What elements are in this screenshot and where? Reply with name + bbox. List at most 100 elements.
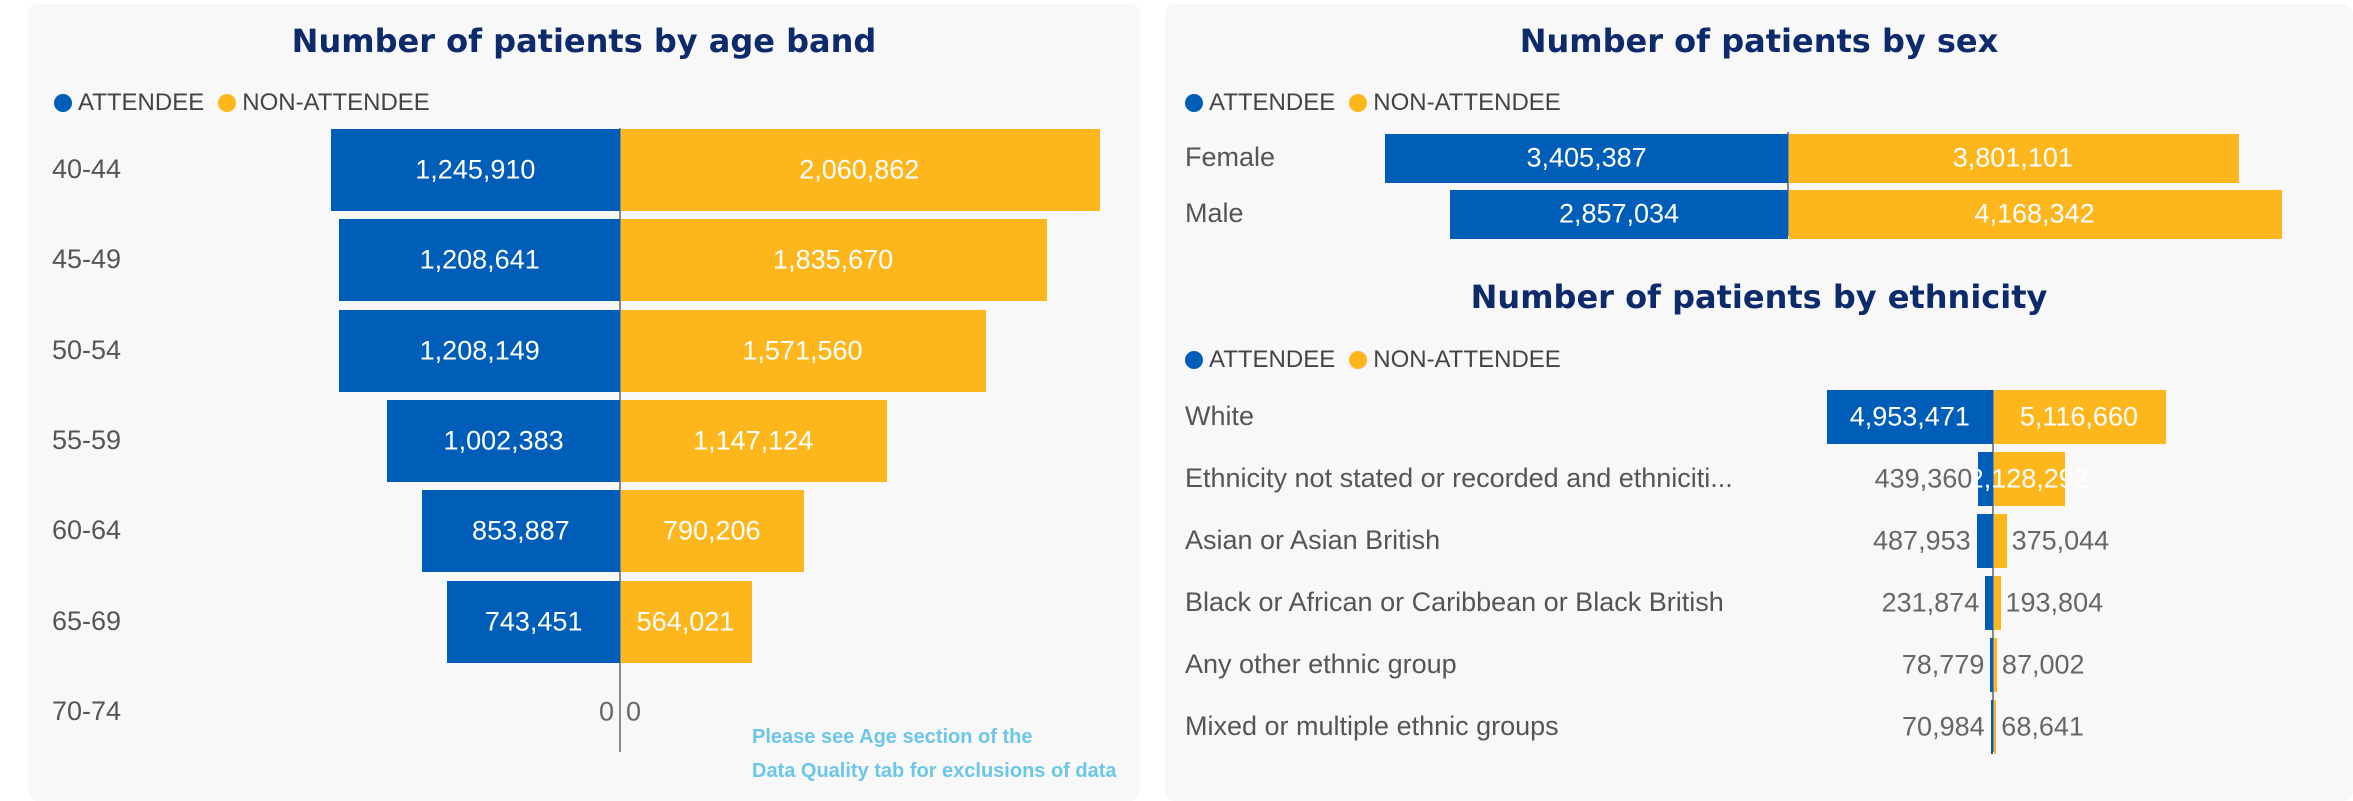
ethnicity-category-label: Black or African or Caribbean or Black B… bbox=[1185, 587, 1724, 617]
sex-bar-non-attendee bbox=[1789, 189, 2283, 239]
age-data-label-non-attendee: 1,571,560 bbox=[742, 335, 863, 366]
legend-attendee-label: ATTENDEE bbox=[1209, 346, 1336, 373]
age-data-label-non-attendee: 1,147,124 bbox=[693, 425, 814, 456]
age-data-label-attendee: 0 bbox=[598, 696, 614, 727]
legend-attendee-label: ATTENDEE bbox=[1209, 89, 1336, 116]
ethnicity-bar-non-attendee bbox=[1994, 700, 1997, 754]
ethnicity-category-label: Any other ethnic group bbox=[1185, 649, 1457, 679]
ethnicity-category-label: Asian or Asian British bbox=[1185, 525, 1441, 555]
legend-attendee[interactable]: ATTENDEE bbox=[1185, 346, 1335, 374]
age-category-label: 45-49 bbox=[52, 244, 122, 275]
attendee-dot-icon bbox=[54, 94, 72, 112]
sex-data-label-attendee: 2,857,034 bbox=[1558, 198, 1680, 229]
ethnicity-bar-attendee bbox=[1976, 514, 1993, 568]
age-bar-non-attendee bbox=[621, 399, 888, 482]
ethnicity-data-label-non-attendee: 193,804 bbox=[2005, 587, 2104, 618]
data-quality-note: Please see Age section of the Data Quali… bbox=[752, 720, 1117, 788]
age-bar-attendee bbox=[421, 490, 620, 573]
ethnicity-bar-non-attendee bbox=[1994, 390, 2166, 444]
ethnicity-data-label-non-attendee: 375,044 bbox=[2011, 525, 2110, 556]
sex-data-label-non-attendee: 3,801,101 bbox=[1952, 142, 2073, 173]
age-chart-title: Number of patients by age band bbox=[291, 22, 877, 60]
ethnicity-data-label-attendee: 487,953 bbox=[1873, 525, 1971, 556]
age-data-label-attendee: 1,208,149 bbox=[419, 335, 540, 366]
sex-legend: ATTENDEE NON-ATTENDEE bbox=[1185, 89, 1575, 117]
age-category-label: 60-64 bbox=[52, 515, 122, 546]
age-data-label-non-attendee: 564,021 bbox=[636, 606, 735, 636]
data-quality-note-line-1: Please see Age section of the bbox=[752, 726, 1033, 748]
age-category-label: 65-69 bbox=[52, 605, 122, 636]
age-data-label-non-attendee: 1,835,670 bbox=[773, 244, 894, 275]
age-bar-non-attendee bbox=[621, 309, 986, 392]
ethnicity-data-label-attendee: 4,953,471 bbox=[1849, 401, 1970, 432]
age-category-label: 40-44 bbox=[52, 154, 122, 184]
ethnicity-data-label-non-attendee: 5,116,660 bbox=[2019, 401, 2138, 432]
age-data-label-attendee: 743,451 bbox=[484, 606, 583, 636]
age-data-label-attendee: 1,002,383 bbox=[443, 425, 564, 456]
sex-bar-attendee bbox=[1385, 133, 1788, 183]
age-bar-attendee bbox=[447, 580, 620, 663]
age-legend: ATTENDEE NON-ATTENDEE bbox=[54, 89, 444, 117]
age-category-label: 50-54 bbox=[52, 334, 122, 365]
ethnicity-data-label-non-attendee: 2,128,292 bbox=[1968, 463, 2089, 494]
ethnicity-bar-non-attendee bbox=[1994, 514, 2007, 568]
age-bar-non-attendee bbox=[621, 219, 1048, 302]
legend-non-attendee-label: NON-ATTENDEE bbox=[1373, 346, 1561, 373]
sex-data-label-attendee: 3,405,387 bbox=[1526, 142, 1647, 173]
age-center-axis bbox=[619, 128, 621, 752]
age-data-label-attendee: 1,208,641 bbox=[419, 244, 540, 275]
age-bar-non-attendee bbox=[621, 580, 752, 663]
ethnicity-data-label-attendee: 231,874 bbox=[1881, 587, 1980, 618]
ethnicity-category-label: Mixed or multiple ethnic groups bbox=[1185, 711, 1559, 741]
sex-center-axis bbox=[1787, 132, 1789, 236]
age-data-label-attendee: 853,887 bbox=[472, 515, 570, 546]
age-bar-non-attendee bbox=[621, 490, 805, 573]
ethnicity-chart-title: Number of patients by ethnicity bbox=[1470, 278, 2048, 316]
ethnicity-data-label-attendee: 78,779 bbox=[1901, 649, 1985, 680]
age-category-label: 70-74 bbox=[52, 695, 122, 726]
ethnicity-center-axis bbox=[1992, 390, 1994, 752]
non-attendee-dot-icon bbox=[1349, 351, 1368, 369]
age-data-label-non-attendee: 790,206 bbox=[662, 515, 761, 546]
age-bar-attendee bbox=[339, 309, 620, 392]
age-data-label-non-attendee: 0 bbox=[626, 696, 642, 727]
ethnicity-category-label: Ethnicity not stated or recorded and eth… bbox=[1185, 463, 1733, 493]
attendee-dot-icon bbox=[1185, 94, 1203, 112]
ethnicity-data-label-attendee: 439,360 bbox=[1874, 463, 1973, 494]
ethnicity-data-label-non-attendee: 87,002 bbox=[2001, 649, 2085, 680]
age-bar-non-attendee bbox=[621, 129, 1100, 211]
sex-category-label: Male bbox=[1185, 198, 1244, 228]
sex-data-label-non-attendee: 4,168,342 bbox=[1974, 198, 2095, 229]
non-attendee-dot-icon bbox=[218, 94, 237, 112]
age-bar-attendee bbox=[387, 399, 620, 482]
ethnicity-data-label-attendee: 70,984 bbox=[1902, 711, 1985, 742]
sex-category-label: Female bbox=[1185, 142, 1276, 172]
legend-attendee[interactable]: ATTENDEE bbox=[54, 89, 204, 117]
age-data-label-non-attendee: 2,060,862 bbox=[799, 154, 920, 185]
legend-non-attendee[interactable]: NON-ATTENDEE bbox=[218, 89, 430, 117]
age-bar-attendee bbox=[339, 219, 620, 302]
ethnicity-category-label: White bbox=[1185, 401, 1255, 431]
legend-non-attendee-label: NON-ATTENDEE bbox=[242, 89, 430, 116]
legend-attendee[interactable]: ATTENDEE bbox=[1185, 89, 1335, 117]
sex-bar-attendee bbox=[1450, 189, 1788, 239]
sex-bar-non-attendee bbox=[1789, 133, 2239, 183]
ethnicity-data-label-non-attendee: 68,641 bbox=[2001, 711, 2084, 742]
sex-ethnicity-chart-panel bbox=[1165, 4, 2353, 801]
age-data-label-attendee: 1,245,910 bbox=[415, 154, 536, 185]
legend-non-attendee-label: NON-ATTENDEE bbox=[1373, 89, 1561, 116]
non-attendee-dot-icon bbox=[1349, 94, 1368, 112]
ethnicity-bar-attendee bbox=[1985, 576, 1993, 630]
age-category-label: 55-59 bbox=[52, 424, 122, 455]
age-bar-attendee bbox=[330, 129, 620, 211]
legend-non-attendee[interactable]: NON-ATTENDEE bbox=[1349, 89, 1561, 117]
ethnicity-legend: ATTENDEE NON-ATTENDEE bbox=[1185, 346, 1575, 374]
ethnicity-bar-attendee bbox=[1990, 700, 1993, 754]
attendee-dot-icon bbox=[1185, 351, 1203, 369]
ethnicity-bar-attendee bbox=[1990, 638, 1993, 692]
legend-non-attendee[interactable]: NON-ATTENDEE bbox=[1349, 346, 1561, 374]
ethnicity-bar-non-attendee bbox=[1994, 576, 2001, 630]
sex-chart-title: Number of patients by sex bbox=[1519, 22, 1999, 60]
ethnicity-bar-attendee bbox=[1978, 452, 1993, 506]
data-quality-note-line-2: Data Quality tab for exclusions of data bbox=[752, 760, 1117, 782]
